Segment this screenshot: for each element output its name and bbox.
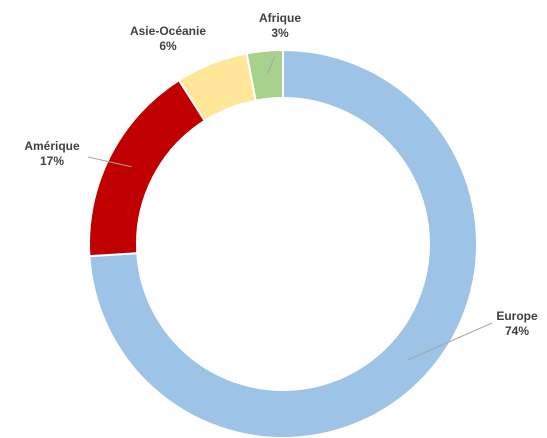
leader-line-1 bbox=[87, 156, 132, 168]
category-label: Amérique bbox=[24, 139, 80, 153]
leader-line-0 bbox=[406, 322, 493, 361]
value-label: 6% bbox=[159, 39, 177, 53]
leader-lines bbox=[87, 55, 493, 361]
category-label: Asie-Océanie bbox=[130, 24, 206, 38]
slice-am-rique bbox=[88, 78, 207, 258]
leader-line-3 bbox=[266, 55, 276, 75]
slice-afrique bbox=[245, 48, 284, 102]
category-label: Afrique bbox=[259, 11, 301, 25]
value-label: 17% bbox=[40, 154, 64, 168]
slice-europe bbox=[88, 48, 478, 438]
category-label: Europe bbox=[496, 309, 538, 323]
donut-slices bbox=[88, 48, 478, 438]
value-label: 74% bbox=[505, 324, 529, 338]
value-label: 3% bbox=[271, 26, 289, 40]
